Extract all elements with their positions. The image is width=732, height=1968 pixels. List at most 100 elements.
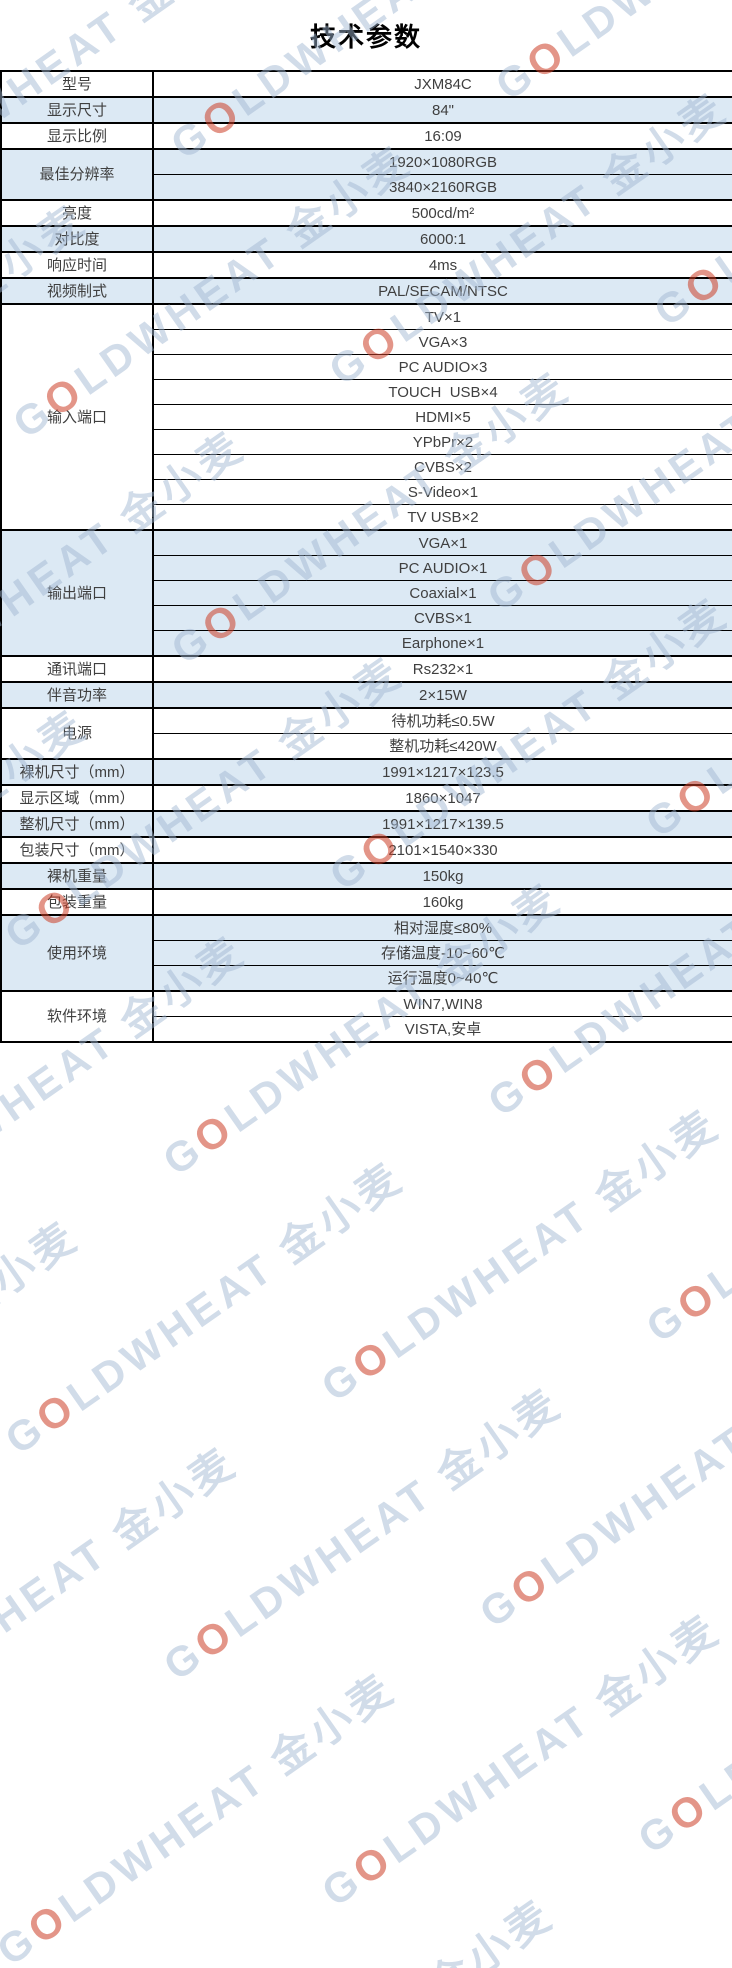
spec-value: WIN7,WIN8 (152, 990, 732, 1017)
spec-label: 包装重量 (0, 888, 154, 916)
spec-value: YPbPr×2 (152, 429, 732, 455)
spec-value: 160kg (152, 888, 732, 916)
spec-table: 型号 JXM84C 显示尺寸 84" 显示比例 16:09 最佳分辨率 1920×1080RG… (0, 70, 732, 1043)
watermark-text-part: G (154, 1124, 213, 1185)
goldwheat-watermark-text: GOLDWHEAT金小麦 (0, 1152, 413, 1464)
spec-value: TV USB×2 (152, 504, 732, 531)
table-row: 响应时间 4ms (0, 251, 732, 279)
table-row: 使用环境 相对湿度≤80% (0, 914, 732, 992)
table-row: Coaxial×1 (1, 580, 732, 606)
table-row: S-Video×1 (1, 479, 732, 505)
table-row: 裸机重量 150kg (0, 862, 732, 890)
spec-value: 整机功耗≤420W (152, 733, 732, 760)
spec-value: 2101×1540×330 (152, 836, 732, 864)
spec-value: Rs232×1 (152, 655, 732, 683)
table-row: VGA×3 (1, 329, 732, 355)
spec-value: 1860×1047 (152, 784, 732, 812)
watermark-logo-o: O (27, 1381, 86, 1442)
spec-value: 500cd/m² (152, 199, 732, 227)
watermark-text-part: LDWHEAT (691, 1642, 732, 1820)
watermark-line: GOLDWHEAT金小麦GOLDWHEAT金小麦GOLDWHEAT金小麦GOLD… (148, 903, 732, 1968)
spec-value: JXM84C (152, 70, 732, 98)
spec-value: 84" (152, 96, 732, 124)
watermark-text-part: LDWHEAT (699, 1130, 732, 1309)
watermark-text-part: G (0, 1914, 47, 1968)
spec-value: 待机功耗≤0.5W (152, 707, 732, 734)
spec-value: 2×15W (152, 681, 732, 709)
watermark-text-part: G (312, 1350, 371, 1411)
spec-value: VGA×3 (152, 329, 732, 355)
spec-label: 软件环境 (0, 990, 154, 1043)
watermark-logo-o: O (510, 1043, 569, 1104)
spec-value: Coaxial×1 (152, 580, 732, 606)
spec-value: S-Video×1 (152, 479, 732, 505)
watermark-text-part: LDWHEAT (374, 1189, 600, 1368)
spec-label: 电源 (0, 707, 154, 760)
spec-label: 型号 (0, 70, 154, 98)
table-row: 包装重量 160kg (0, 888, 732, 916)
table-row: 型号 JXM84C (0, 70, 732, 98)
spec-label: 显示尺寸 (0, 96, 154, 124)
spec-value: 4ms (152, 251, 732, 279)
watermark-text-part: LDWHEAT (0, 1527, 117, 1706)
goldwheat-watermark-text: GOLDWHEAT金小麦 (313, 1604, 729, 1916)
spec-label: 整机尺寸（mm） (0, 810, 154, 838)
table-row: PC AUDIO×1 (1, 555, 732, 581)
watermark-text-part: LDWHEAT (375, 1694, 601, 1873)
spec-value: 150kg (152, 862, 732, 890)
watermark-text-part: G (637, 1291, 696, 1352)
table-row: 显示比例 16:09 (0, 122, 732, 150)
table-row: YPbPr×2 (1, 429, 732, 455)
watermark-logo-o: O (19, 1892, 78, 1953)
table-row: 伴音功率 2×15W (0, 681, 732, 709)
table-row: 存储温度-10~60℃ (1, 940, 732, 966)
goldwheat-watermark-text: GOLDWHEAT金小麦 (637, 1043, 732, 1352)
watermark-text-part: G (0, 1403, 55, 1464)
watermark-text-part: 金小麦 (0, 1211, 88, 1332)
table-row: 输入端口 TV×1 (0, 303, 732, 531)
spec-value: 3840×2160RGB (152, 174, 732, 201)
watermark-text-part: G (479, 1065, 538, 1126)
watermark-text-part: G (313, 1855, 372, 1916)
watermark-text-part: G (155, 1629, 213, 1690)
spec-value: 相对湿度≤80% (152, 914, 732, 941)
table-row: 亮度 500cd/m² (0, 199, 732, 227)
spec-value: 存储温度-10~60℃ (152, 940, 732, 966)
spec-value: PC AUDIO×1 (152, 555, 732, 581)
table-row: CVBS×1 (1, 605, 732, 631)
spec-label: 对比度 (0, 225, 154, 253)
watermark-text-part: LDWHEAT (216, 1468, 442, 1647)
goldwheat-watermark-text: GOLDWHEAT金小麦 (148, 1890, 562, 1968)
watermark-text-part: 金小麦 (585, 1099, 729, 1220)
watermark-logo-o: O (660, 1780, 719, 1841)
spec-label: 通讯端口 (0, 655, 154, 683)
watermark-text-part: LDWHEAT (532, 1415, 732, 1594)
spec-label: 显示比例 (0, 122, 154, 150)
table-row: 显示尺寸 84" (0, 96, 732, 124)
table-row: 整机尺寸（mm） 1991×1217×139.5 (0, 810, 732, 838)
watermark-text-part: 金小麦 (103, 1437, 246, 1558)
spec-value: 16:09 (152, 122, 732, 150)
spec-value: 1991×1217×123.5 (152, 758, 732, 786)
watermark-text-part: G (629, 1802, 688, 1863)
spec-label: 裸机重量 (0, 862, 154, 890)
spec-label: 输出端口 (0, 529, 154, 657)
watermark-text-part: LDWHEAT (58, 1242, 284, 1420)
spec-value: 6000:1 (152, 225, 732, 253)
spec-value: CVBS×2 (152, 454, 732, 480)
goldwheat-watermark-text: GOLDWHEAT金小麦 (0, 1437, 246, 1746)
watermark-text-part: LDWHEAT (50, 1753, 276, 1932)
watermark-text-part: 金小麦 (261, 1663, 404, 1784)
goldwheat-watermark-text: GOLDWHEAT金小麦 (312, 1099, 729, 1411)
watermark-logo-o: O (344, 1833, 403, 1894)
watermark-text-part: 金小麦 (586, 1604, 729, 1725)
spec-label: 最佳分辨率 (0, 148, 154, 201)
spec-value: VISTA,安卓 (152, 1016, 732, 1043)
table-row: 电源 待机功耗≤0.5W (0, 707, 732, 760)
spec-label: 伴音功率 (0, 681, 154, 709)
spec-value: TV×1 (152, 303, 732, 330)
page-title: 技术参数 (309, 21, 422, 52)
watermark-text-part: 金小麦 (269, 1152, 413, 1273)
spec-value: HDMI×5 (152, 404, 732, 430)
spec-label: 视频制式 (0, 277, 154, 305)
